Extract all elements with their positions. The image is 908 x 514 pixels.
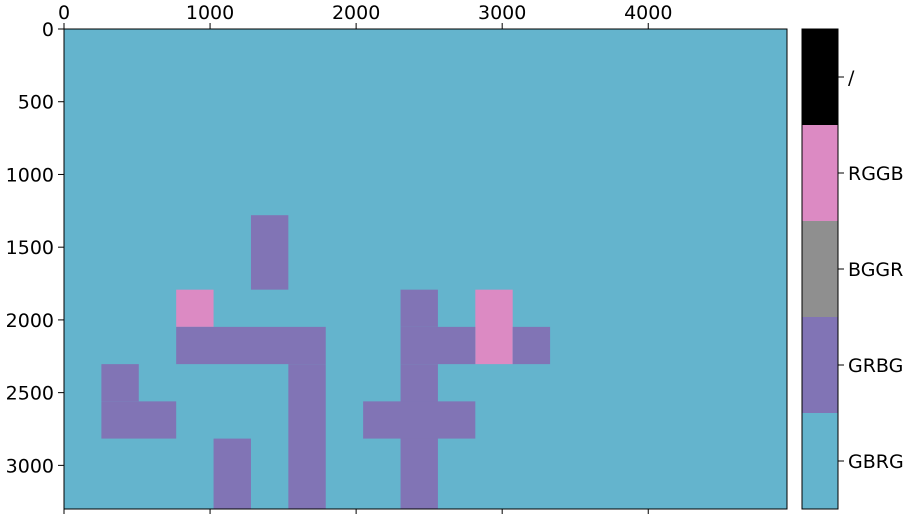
plot-frame <box>63 28 788 510</box>
heatmap-cell <box>176 289 214 327</box>
heatmap-cell <box>213 438 251 509</box>
heatmap-cell <box>176 326 326 365</box>
heatmap-cell <box>400 289 438 327</box>
x-tick-label: 1000 <box>186 2 234 24</box>
heatmap-cell <box>250 215 289 290</box>
x-tick-label: 0 <box>58 2 70 24</box>
heatmap-cell <box>400 326 476 365</box>
y-tick-label: 1500 <box>6 237 54 259</box>
heatmap-cell <box>512 326 551 365</box>
y-tick-label: 500 <box>18 92 54 114</box>
colorbar-label: RGGB <box>848 163 904 185</box>
heatmap-cell <box>288 364 326 509</box>
x-tick-label: 2000 <box>332 2 380 24</box>
y-tick-label: 0 <box>42 19 54 41</box>
x-tick-label: 4000 <box>624 2 672 24</box>
colorbar-label: BGGR <box>848 259 903 281</box>
colorbar-frame <box>801 28 839 510</box>
heatmap-cell <box>101 401 177 439</box>
colorbar-swatch <box>802 29 838 125</box>
y-tick-label: 2000 <box>6 310 54 332</box>
y-tick-label: 2500 <box>6 383 54 405</box>
colorbar-label: / <box>848 67 855 89</box>
y-tick-label: 3000 <box>6 455 54 477</box>
colorbar-swatch <box>802 125 838 221</box>
colorbar-label: GBRG <box>848 451 904 473</box>
colorbar-swatch <box>802 221 838 317</box>
colorbar-label: GRBG <box>848 355 903 377</box>
colorbar-swatch <box>802 317 838 413</box>
x-tick-label: 3000 <box>478 2 526 24</box>
y-tick-label: 1000 <box>6 164 54 186</box>
heatmap-cell <box>363 401 476 439</box>
colorbar-swatch <box>802 413 838 509</box>
heatmap-cell <box>475 289 513 365</box>
heatmap-cell <box>101 364 139 402</box>
